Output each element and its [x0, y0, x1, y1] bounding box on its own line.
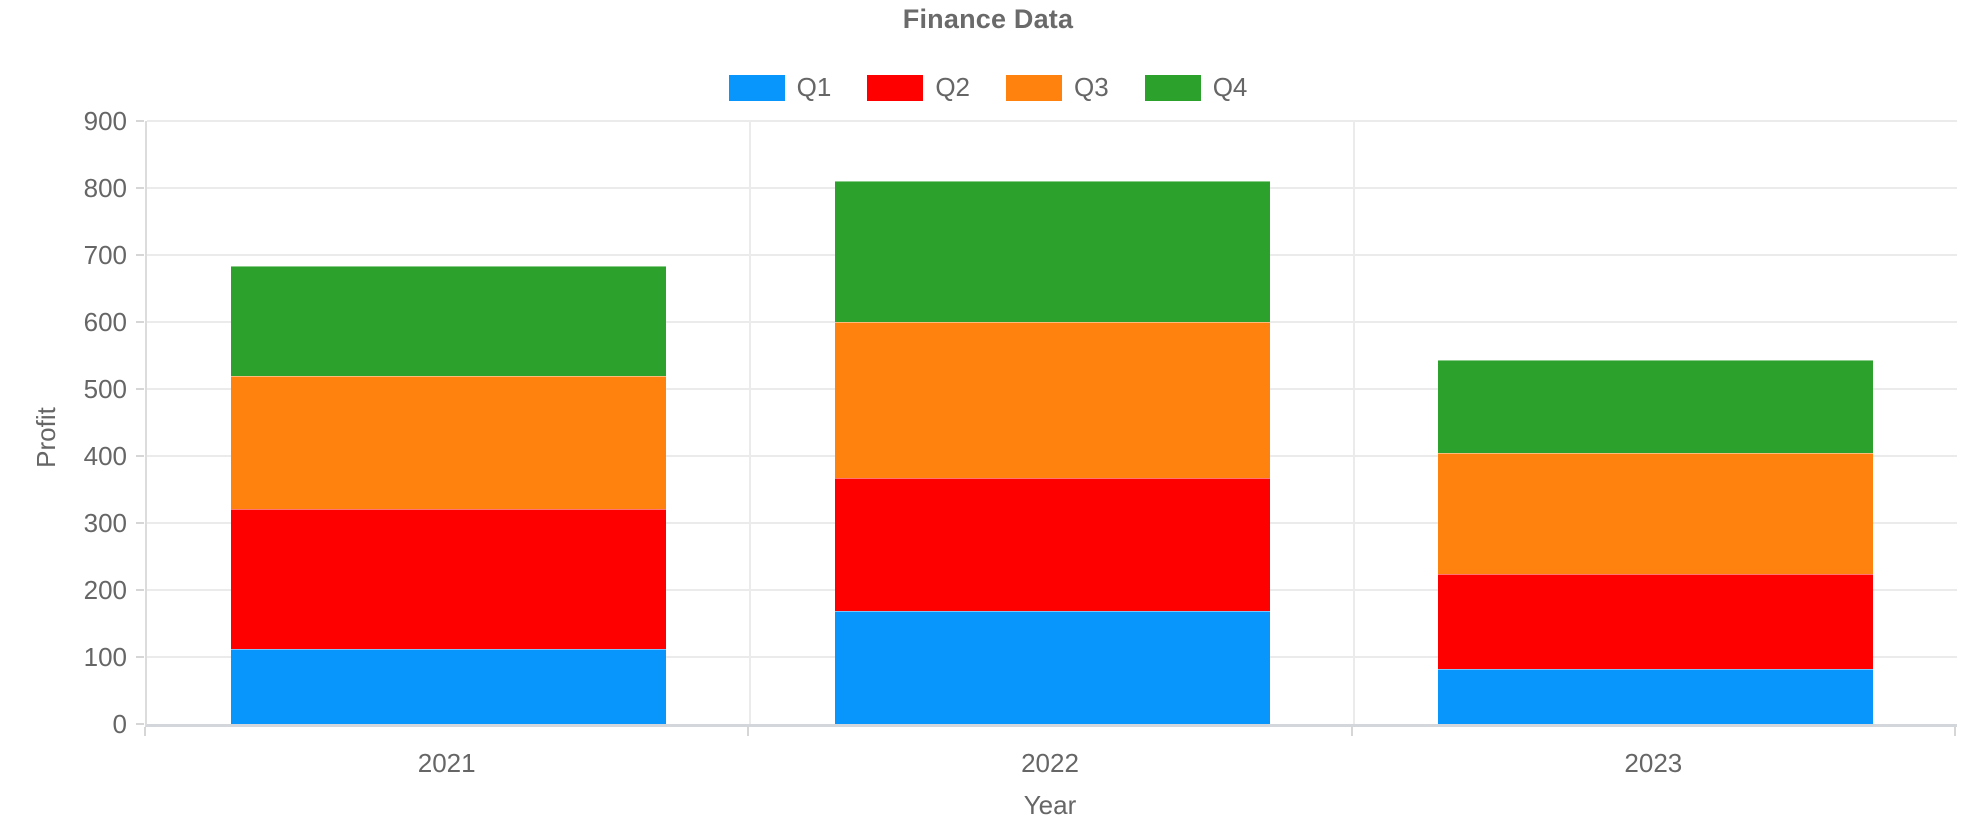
legend-label: Q2	[935, 72, 970, 102]
bar-segment-q4-2021[interactable]	[231, 266, 667, 377]
legend-item-q3[interactable]: Q3	[1006, 72, 1109, 103]
category-separator	[749, 121, 752, 724]
legend-swatch-q4	[1144, 74, 1201, 101]
y-tick-mark	[136, 723, 144, 725]
y-tick-mark	[136, 656, 144, 658]
y-tick-mark	[136, 187, 144, 189]
bar-stack-2022	[834, 181, 1270, 724]
legend-item-q2[interactable]: Q2	[867, 72, 970, 103]
y-tick-label-500: 500	[83, 374, 127, 404]
y-tick-label-900: 900	[83, 106, 127, 136]
bar-segment-q2-2023[interactable]	[1437, 573, 1873, 670]
x-tick-label-2022: 2022	[1021, 748, 1079, 778]
bar-segment-q4-2023[interactable]	[1437, 359, 1873, 454]
bar-segment-q1-2023[interactable]	[1437, 669, 1873, 724]
x-tick-mark	[144, 727, 146, 736]
y-tick-mark	[136, 388, 144, 390]
x-tick-label-2021: 2021	[417, 748, 476, 778]
legend-item-q4[interactable]: Q4	[1144, 72, 1248, 103]
bar-segment-q2-2022[interactable]	[834, 478, 1270, 612]
legend: Q1 Q2 Q3 Q4	[0, 72, 1976, 103]
bar-stack-2023	[1437, 359, 1873, 724]
y-tick-mark	[136, 254, 144, 256]
y-tick-label-800: 800	[83, 173, 127, 203]
y-tick-label-100: 100	[83, 642, 127, 672]
x-axis-title: Year	[1023, 790, 1077, 820]
bar-segment-q2-2021[interactable]	[231, 508, 667, 649]
y-tick-mark	[136, 455, 144, 457]
legend-label: Q3	[1074, 72, 1109, 102]
category-separator	[1352, 121, 1355, 724]
legend-label: Q4	[1212, 72, 1248, 102]
gridline-y900	[147, 120, 1957, 122]
legend-item-q1[interactable]: Q1	[728, 72, 832, 103]
y-tick-label-400: 400	[83, 441, 127, 471]
x-tick-mark	[1350, 727, 1353, 736]
x-tick-label-2023: 2023	[1624, 748, 1683, 778]
legend-swatch-q3	[1006, 74, 1062, 101]
bar-segment-q1-2022[interactable]	[834, 611, 1270, 724]
y-tick-mark	[136, 321, 144, 323]
bar-segment-q3-2021[interactable]	[231, 376, 667, 509]
y-tick-mark	[136, 589, 144, 591]
plot-area	[145, 120, 1957, 727]
bar-segment-q4-2022[interactable]	[834, 181, 1270, 323]
y-tick-mark	[136, 120, 144, 122]
y-tick-label-600: 600	[83, 307, 127, 337]
legend-swatch-q1	[728, 74, 785, 101]
bar-segment-q1-2021[interactable]	[231, 648, 667, 724]
y-tick-label-700: 700	[83, 240, 127, 270]
legend-label: Q1	[796, 72, 832, 102]
bar-stack-2021	[231, 266, 667, 724]
y-tick-mark	[136, 522, 144, 524]
y-tick-label-300: 300	[83, 508, 127, 538]
bar-segment-q3-2022[interactable]	[834, 322, 1270, 479]
x-tick-mark	[1954, 727, 1956, 736]
chart-title: Finance Data	[902, 4, 1074, 34]
y-tick-label-200: 200	[83, 575, 127, 605]
bar-segment-q3-2023[interactable]	[1437, 453, 1873, 574]
legend-swatch-q2	[867, 74, 924, 101]
x-tick-mark	[747, 727, 750, 736]
y-tick-label-0: 0	[112, 709, 127, 739]
